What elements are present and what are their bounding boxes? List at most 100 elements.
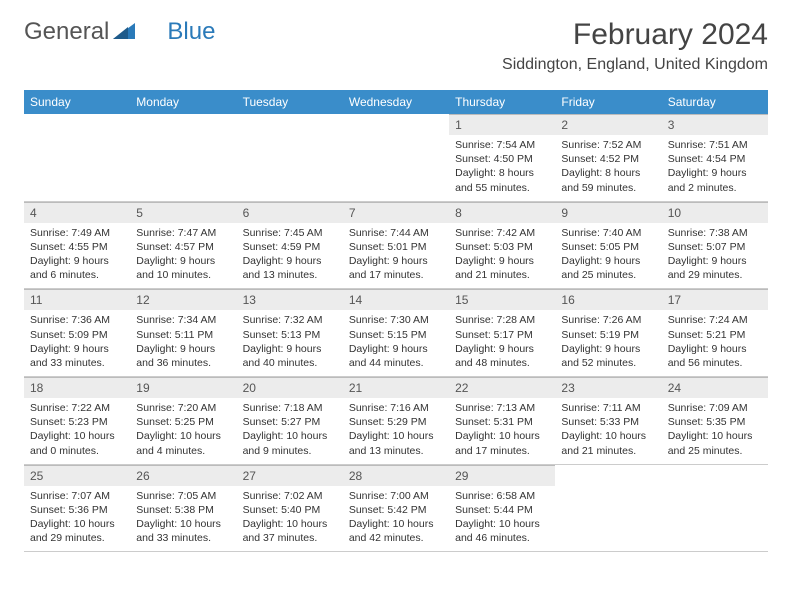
day-number: 13 [237,289,343,310]
calendar-day-cell: 21Sunrise: 7:16 AMSunset: 5:29 PMDayligh… [343,377,449,465]
day-details: Sunrise: 7:49 AMSunset: 4:55 PMDaylight:… [24,223,130,289]
sunrise-text: Sunrise: 7:11 AM [561,401,655,415]
sunrise-text: Sunrise: 7:54 AM [455,138,549,152]
sunset-text: Sunset: 5:05 PM [561,240,655,254]
day-details: Sunrise: 7:07 AMSunset: 5:36 PMDaylight:… [24,486,130,552]
calendar-day-cell: 1Sunrise: 7:54 AMSunset: 4:50 PMDaylight… [449,114,555,201]
sunset-text: Sunset: 5:21 PM [668,328,762,342]
logo-word2: Blue [167,18,215,46]
sunrise-text: Sunrise: 7:07 AM [30,489,124,503]
day-details: Sunrise: 7:00 AMSunset: 5:42 PMDaylight:… [343,486,449,552]
weekday-header: Friday [555,90,661,114]
day-details: Sunrise: 6:58 AMSunset: 5:44 PMDaylight:… [449,486,555,552]
day-details: Sunrise: 7:02 AMSunset: 5:40 PMDaylight:… [237,486,343,552]
sunset-text: Sunset: 5:36 PM [30,503,124,517]
daylight-text: Daylight: 9 hours and 52 minutes. [561,342,655,370]
daylight-text: Daylight: 9 hours and 29 minutes. [668,254,762,282]
day-number: 9 [555,202,661,223]
sunrise-text: Sunrise: 7:51 AM [668,138,762,152]
month-title: February 2024 [502,18,768,52]
daylight-text: Daylight: 9 hours and 21 minutes. [455,254,549,282]
daylight-text: Daylight: 10 hours and 29 minutes. [30,517,124,545]
day-number: 23 [555,377,661,398]
weekday-header-row: Sunday Monday Tuesday Wednesday Thursday… [24,90,768,114]
day-number: 4 [24,202,130,223]
daylight-text: Daylight: 9 hours and 33 minutes. [30,342,124,370]
daylight-text: Daylight: 9 hours and 40 minutes. [243,342,337,370]
calendar-week-row: 18 Sunrise: 7:22 AMSunset: 5:23 PM Dayligh… [24,377,768,465]
day-number: 1 [449,114,555,135]
calendar-day-cell: 17Sunrise: 7:24 AMSunset: 5:21 PMDayligh… [662,289,768,377]
calendar-day-cell: 14Sunrise: 7:30 AMSunset: 5:15 PMDayligh… [343,289,449,377]
day-number: 22 [449,377,555,398]
day-number: 11 [24,289,130,310]
sunrise-text: Sunrise: 7:09 AM [668,401,762,415]
sunrise-text: Sunrise: 7:00 AM [349,489,443,503]
daylight-text: Daylight: 9 hours and 44 minutes. [349,342,443,370]
page-header: General Blue February 2024 Siddington, E… [24,18,768,74]
sunrise-text: Sunrise: 7:16 AM [349,401,443,415]
sunset-text: Sunset: 5:23 PM [30,415,124,429]
sunset-text: Sunset: 5:03 PM [455,240,549,254]
day-details: Sunrise: 7:32 AMSunset: 5:13 PMDaylight:… [237,310,343,376]
day-number: 6 [237,202,343,223]
daylight-text: Daylight: 10 hours and 13 minutes. [349,429,443,457]
day-number: 8 [449,202,555,223]
title-block: February 2024 Siddington, England, Unite… [502,18,768,74]
calendar-day-cell: 7Sunrise: 7:44 AMSunset: 5:01 PMDaylight… [343,201,449,289]
calendar-day-cell: 8Sunrise: 7:42 AMSunset: 5:03 PMDaylight… [449,201,555,289]
day-number: 7 [343,202,449,223]
calendar-day-cell [662,464,768,552]
calendar-day-cell: 2Sunrise: 7:52 AMSunset: 4:52 PMDaylight… [555,114,661,201]
sunrise-text: Sunrise: 7:22 AM [30,401,124,415]
weekday-header: Saturday [662,90,768,114]
day-details: Sunrise: 7:18 AMSunset: 5:27 PMDaylight:… [237,398,343,464]
sunrise-text: Sunrise: 7:28 AM [455,313,549,327]
sunset-text: Sunset: 5:35 PM [668,415,762,429]
day-number: 24 [662,377,768,398]
day-number: 2 [555,114,661,135]
calendar-day-cell: 20Sunrise: 7:18 AMSunset: 5:27 PMDayligh… [237,377,343,465]
sunrise-text: Sunrise: 7:32 AM [243,313,337,327]
sunset-text: Sunset: 5:19 PM [561,328,655,342]
sunrise-text: Sunrise: 7:02 AM [243,489,337,503]
day-details: Sunrise: 7:05 AMSunset: 5:38 PMDaylight:… [130,486,236,552]
day-number: 12 [130,289,236,310]
calendar-day-cell: 13Sunrise: 7:32 AMSunset: 5:13 PMDayligh… [237,289,343,377]
sunrise-text: Sunrise: 7:36 AM [30,313,124,327]
daylight-text: Daylight: 10 hours and 46 minutes. [455,517,549,545]
calendar-day-cell [237,114,343,201]
calendar-day-cell: 11 Sunrise: 7:36 AMSunset: 5:09 PMDayligh… [24,289,130,377]
day-details: Sunrise: 7:13 AMSunset: 5:31 PMDaylight:… [449,398,555,464]
calendar-day-cell: 26Sunrise: 7:05 AMSunset: 5:38 PMDayligh… [130,464,236,552]
calendar-day-cell: 24 Sunrise: 7:09 AMSunset: 5:35 PMDayligh… [662,377,768,465]
calendar-day-cell: 23Sunrise: 7:11 AMSunset: 5:33 PMDayligh… [555,377,661,465]
day-number: 15 [449,289,555,310]
day-details: Sunrise: 7:51 AMSunset: 4:54 PMDaylight:… [662,135,768,201]
daylight-text: Daylight: 9 hours and 48 minutes. [455,342,549,370]
sunrise-text: Sunrise: 7:44 AM [349,226,443,240]
sunset-text: Sunset: 5:31 PM [455,415,549,429]
sunrise-text: Sunrise: 7:40 AM [561,226,655,240]
calendar-day-cell: 29Sunrise: 6:58 AMSunset: 5:44 PMDayligh… [449,464,555,552]
day-number: 27 [237,465,343,486]
day-details: Sunrise: 7:40 AMSunset: 5:05 PMDaylight:… [555,223,661,289]
daylight-text: Daylight: 10 hours and 21 minutes. [561,429,655,457]
day-details: Sunrise: 7:11 AMSunset: 5:33 PMDaylight:… [555,398,661,464]
weekday-header: Sunday [24,90,130,114]
calendar-week-row: 4Sunrise: 7:49 AMSunset: 4:55 PMDaylight… [24,201,768,289]
day-number: 14 [343,289,449,310]
day-number: 20 [237,377,343,398]
sunrise-text: Sunrise: 7:45 AM [243,226,337,240]
sunrise-text: Sunrise: 7:47 AM [136,226,230,240]
logo: General Blue [24,18,215,46]
day-number: 18 [24,377,130,398]
sunrise-text: Sunrise: 7:20 AM [136,401,230,415]
day-details: Sunrise: 7:24 AMSunset: 5:21 PMDaylight:… [662,310,768,376]
sunset-text: Sunset: 5:33 PM [561,415,655,429]
calendar-day-cell [555,464,661,552]
daylight-text: Daylight: 10 hours and 42 minutes. [349,517,443,545]
daylight-text: Daylight: 10 hours and 25 minutes. [668,429,762,457]
calendar-day-cell: 16Sunrise: 7:26 AMSunset: 5:19 PMDayligh… [555,289,661,377]
sunset-text: Sunset: 5:09 PM [30,328,124,342]
